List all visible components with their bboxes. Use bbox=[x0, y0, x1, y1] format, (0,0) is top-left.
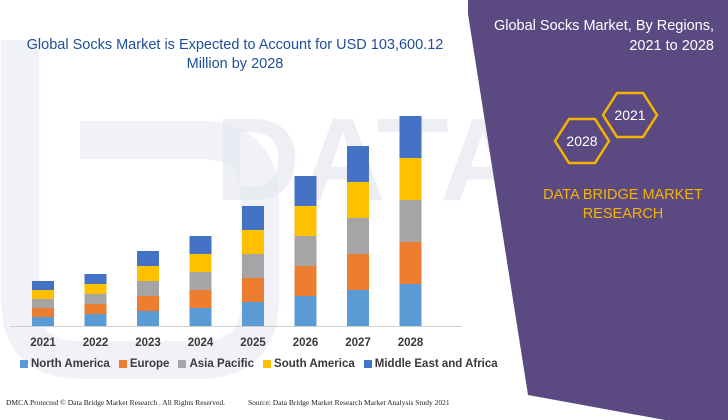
legend-label-middle-east-africa: Middle East and Africa bbox=[374, 358, 498, 370]
legend-item-south-america: South America bbox=[263, 358, 355, 370]
bar-segment-2028-asia-pacific bbox=[399, 200, 422, 242]
hexagon-2028-label: 2028 bbox=[566, 133, 597, 149]
bar-segment-2027-asia-pacific bbox=[347, 218, 369, 254]
chart-title-line-2: Million by 2028 bbox=[186, 56, 284, 72]
footer-source: Source: Data Bridge Market Research Mark… bbox=[248, 398, 450, 407]
x-tick-label-2025: 2025 bbox=[240, 337, 266, 349]
bar-segment-2021-asia-pacific bbox=[32, 299, 54, 308]
legend-swatch-middle-east-africa bbox=[363, 360, 372, 368]
legend-item-middle-east-africa: Middle East and Africa bbox=[363, 358, 498, 370]
bar-segment-2024-south-america bbox=[189, 254, 212, 272]
bar-segment-2026-middle-east-and-africa bbox=[294, 176, 317, 206]
bar-segment-2023-europe bbox=[137, 296, 159, 311]
legend-swatch-asia-pacific bbox=[178, 360, 187, 368]
hexagon-2021-icon bbox=[601, 91, 659, 139]
legend-swatch-north-america bbox=[20, 360, 28, 368]
bar-segment-2027-south-america bbox=[347, 182, 369, 218]
bar-segment-2024-europe bbox=[189, 290, 212, 308]
bar-segment-2025-middle-east-and-africa bbox=[242, 206, 264, 230]
stacked-bar-chart: 2021 2022 2023 2024 2025 2026 2027 2028 bbox=[10, 116, 462, 349]
bar-segment-2027-europe bbox=[347, 254, 369, 290]
bar-segment-2023-asia-pacific bbox=[137, 281, 159, 296]
bar-segment-2022-north-america bbox=[84, 314, 107, 326]
legend-swatch-europe bbox=[118, 360, 127, 368]
bar-segment-2025-south-america bbox=[242, 230, 264, 254]
bar-segment-2024-middle-east-and-africa bbox=[189, 236, 212, 254]
legend-label-europe: Europe bbox=[129, 358, 170, 370]
x-tick-label-2022: 2022 bbox=[83, 337, 109, 349]
x-tick-label-2024: 2024 bbox=[188, 337, 214, 349]
bar-segment-2022-middle-east-and-africa bbox=[84, 274, 107, 284]
side-panel-title-line-2: 2021 to 2028 bbox=[629, 38, 714, 54]
legend-swatch-south-america bbox=[263, 360, 272, 368]
bar-segment-2025-asia-pacific bbox=[242, 254, 264, 278]
legend-item-asia-pacific: Asia Pacific bbox=[178, 358, 254, 370]
bar-segment-2028-europe bbox=[399, 242, 422, 284]
brand-name-line-1: DATA BRIDGE MARKET bbox=[543, 187, 703, 203]
bar-segment-2021-europe bbox=[32, 308, 54, 317]
x-tick-label-2028: 2028 bbox=[398, 337, 424, 349]
bar-segment-2028-middle-east-and-africa bbox=[399, 116, 422, 158]
bar-segment-2028-north-america bbox=[399, 284, 422, 326]
hexagon-2028-icon bbox=[553, 117, 611, 165]
bar-segment-2027-middle-east-and-africa bbox=[347, 146, 369, 182]
hexagon-2021-label: 2021 bbox=[614, 107, 645, 123]
legend-item-europe: Europe bbox=[118, 358, 170, 370]
x-tick-label-2023: 2023 bbox=[135, 337, 161, 349]
bar-segment-2022-asia-pacific bbox=[84, 294, 107, 304]
legend-label-north-america: North America bbox=[31, 358, 110, 370]
bar-segment-2022-south-america bbox=[84, 284, 107, 294]
bar-segment-2026-europe bbox=[294, 266, 317, 296]
x-tick-label-2021: 2021 bbox=[30, 337, 56, 349]
bar-segment-2023-south-america bbox=[137, 266, 159, 281]
x-tick-label-2027: 2027 bbox=[345, 337, 371, 349]
bar-segment-2026-south-america bbox=[294, 206, 317, 236]
legend-label-asia-pacific: Asia Pacific bbox=[189, 358, 255, 370]
bar-segment-2023-middle-east-and-africa bbox=[137, 251, 159, 266]
side-panel-title: Global Socks Market, By Regions, 2021 to… bbox=[478, 16, 714, 56]
bar-segment-2023-north-america bbox=[137, 311, 159, 326]
chart-legend: North America Europe Asia Pacific South … bbox=[20, 358, 498, 370]
bar-segment-2021-middle-east-and-africa bbox=[32, 281, 54, 290]
bar-segment-2025-europe bbox=[242, 278, 264, 302]
legend-label-south-america: South America bbox=[274, 358, 355, 370]
bar-segment-2024-asia-pacific bbox=[189, 272, 212, 290]
bar-segment-2027-north-america bbox=[347, 290, 369, 326]
bar-segment-2026-asia-pacific bbox=[294, 236, 317, 266]
chart-title-line-1: Global Socks Market is Expected to Accou… bbox=[26, 37, 444, 53]
side-panel-title-line-1: Global Socks Market, By Regions, bbox=[493, 18, 714, 34]
bar-segment-2025-north-america bbox=[242, 302, 264, 326]
side-panel-background bbox=[468, 0, 728, 420]
x-tick-label-2026: 2026 bbox=[293, 337, 319, 349]
brand-name: DATA BRIDGE MARKET RESEARCH bbox=[528, 186, 718, 224]
bar-segment-2021-north-america bbox=[32, 317, 54, 326]
chart-title: Global Socks Market is Expected to Accou… bbox=[0, 36, 470, 74]
bar-segment-2028-south-america bbox=[399, 158, 422, 200]
bar-segment-2026-north-america bbox=[294, 296, 317, 326]
legend-item-north-america: North America bbox=[20, 358, 110, 370]
bar-segment-2021-south-america bbox=[32, 290, 54, 299]
footer-copyright: DMCA Protected © Data Bridge Market Rese… bbox=[6, 398, 225, 407]
bar-segment-2024-north-america bbox=[189, 308, 212, 326]
bar-segment-2022-europe bbox=[84, 304, 107, 314]
brand-name-line-2: RESEARCH bbox=[582, 206, 664, 222]
